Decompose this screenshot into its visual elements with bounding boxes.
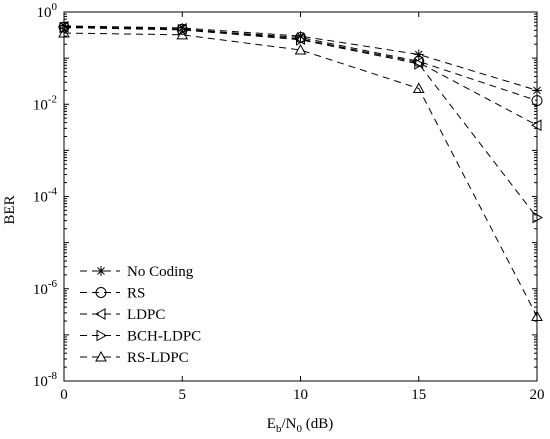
plot-area: 0 5 10 15 20 100 10-2 10-4 10-6 10-8	[33, 1, 545, 403]
y-axis-label: BER	[2, 195, 18, 224]
axes-frame	[63, 11, 538, 382]
x-axis-label: Eb/N0 (dB)	[267, 416, 333, 435]
legend-marker-2	[95, 287, 107, 298]
data-point-2	[531, 95, 543, 107]
data-point-3	[530, 119, 542, 132]
x-tick-label: 20	[530, 387, 545, 403]
legend-marker-5	[95, 350, 107, 362]
series-line-3	[63, 26, 538, 126]
legend-label-5: RS-LDPC	[127, 350, 189, 366]
data-point-4	[296, 33, 307, 46]
y-tick-label: 10-6	[33, 278, 58, 298]
legend-label-3: LDPC	[127, 307, 165, 323]
data-point-1	[413, 49, 424, 60]
data-point-4	[59, 21, 71, 34]
legend-label-1: No Coding	[127, 264, 194, 280]
legend: No Coding RS LDPC BCH-LDPC RS-LDPC	[80, 264, 201, 366]
series-line-5	[63, 32, 538, 317]
data-point-5	[294, 43, 307, 55]
legend-marker-4	[96, 329, 108, 342]
series-line-4	[63, 27, 538, 218]
data-point-5	[531, 310, 543, 322]
y-tick-label: 10-4	[33, 186, 58, 206]
y-tick-label: 10-8	[33, 370, 58, 390]
series-line-1	[63, 25, 538, 91]
data-point-4	[177, 24, 189, 36]
x-tick-label: 5	[179, 387, 187, 403]
legend-marker-1	[96, 266, 106, 276]
data-point-5	[58, 27, 70, 38]
x-tick-label: 0	[60, 387, 68, 403]
y-tick-label: 100	[37, 1, 58, 21]
data-point-5	[412, 82, 425, 93]
legend-label-4: BCH-LDPC	[127, 329, 201, 345]
legend-marker-3	[94, 308, 106, 320]
x-tick-label: 15	[411, 387, 426, 403]
x-tick-label: 10	[293, 387, 308, 403]
data-point-3	[412, 56, 424, 69]
data-point-4	[414, 58, 425, 70]
data-point-5	[176, 28, 189, 40]
legend-label-2: RS	[127, 286, 145, 302]
data-point-4	[532, 211, 544, 224]
y-tick-label: 10-2	[33, 93, 57, 113]
data-point-1	[532, 85, 542, 96]
